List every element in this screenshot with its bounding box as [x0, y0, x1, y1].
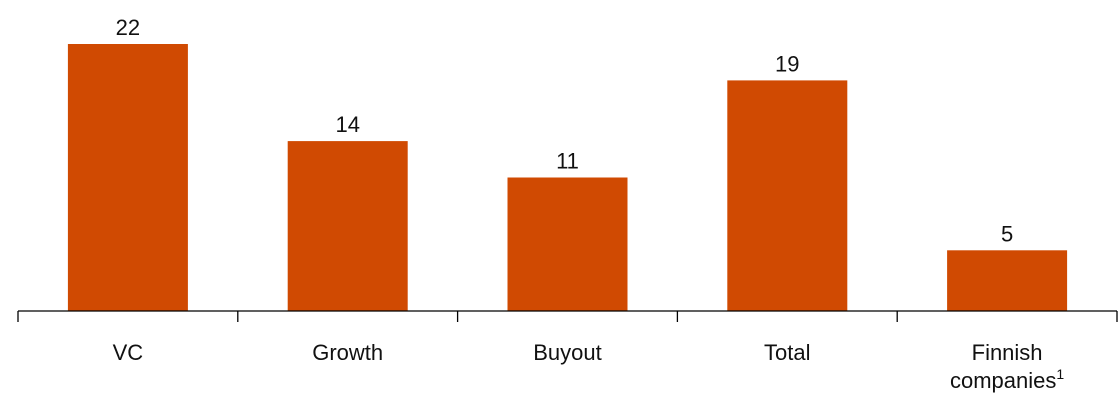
bar-vc — [67, 44, 188, 311]
category-label: Total — [764, 340, 810, 365]
data-label: 11 — [556, 149, 579, 174]
category-label: Growth — [312, 340, 383, 365]
data-label: 5 — [1001, 221, 1013, 246]
data-label: 22 — [116, 15, 140, 40]
category-label: VC — [113, 340, 144, 365]
bar-finnish-companies — [947, 250, 1068, 311]
category-label: Finnish companies1 — [950, 340, 1064, 393]
footnote-marker: 1 — [1056, 366, 1064, 382]
category-label: Buyout — [533, 340, 602, 365]
bar-buyout — [507, 177, 628, 311]
bar-growth — [287, 141, 408, 311]
bar-total — [727, 80, 848, 312]
data-label: 14 — [335, 112, 359, 137]
data-label: 19 — [775, 51, 799, 76]
